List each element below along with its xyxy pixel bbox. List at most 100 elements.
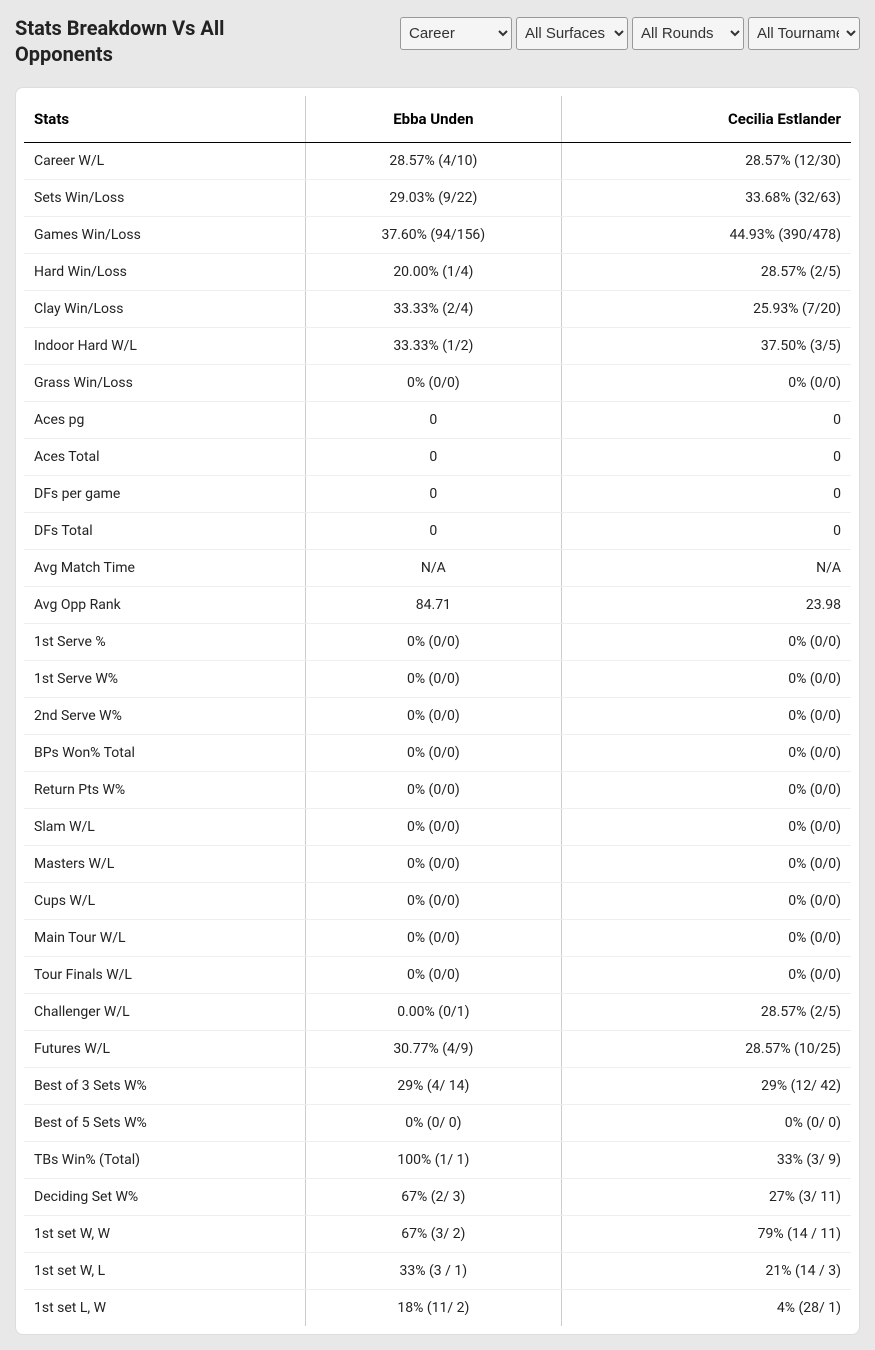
stat-value-player2: 4% (28/ 1) [562,1290,851,1327]
stat-value-player1: 33.33% (1/2) [305,328,561,365]
stat-value-player1: 67% (2/ 3) [305,1179,561,1216]
stat-label: 1st Serve W% [24,661,305,698]
table-row: Cups W/L0% (0/0)0% (0/0) [24,883,851,920]
stat-value-player2: 0% (0/0) [562,883,851,920]
stat-value-player2: 0 [562,476,851,513]
stat-value-player1: 0% (0/0) [305,772,561,809]
page-title: Stats Breakdown Vs All Opponents [15,15,315,67]
stats-table-header-row: Stats Ebba Unden Cecilia Estlander [24,96,851,143]
stat-value-player2: 0% (0/0) [562,735,851,772]
stat-value-player1: 18% (11/ 2) [305,1290,561,1327]
stat-value-player2: 25.93% (7/20) [562,291,851,328]
stat-value-player1: 84.71 [305,587,561,624]
stat-value-player1: 0 [305,402,561,439]
col-header-player1: Ebba Unden [305,96,561,143]
stat-value-player1: 0% (0/0) [305,735,561,772]
stat-label: Avg Match Time [24,550,305,587]
table-row: Tour Finals W/L0% (0/0)0% (0/0) [24,957,851,994]
table-row: Sets Win/Loss29.03% (9/22)33.68% (32/63) [24,180,851,217]
stat-value-player2: 0% (0/0) [562,698,851,735]
table-row: TBs Win% (Total)100% (1/ 1)33% (3/ 9) [24,1142,851,1179]
table-row: Hard Win/Loss20.00% (1/4)28.57% (2/5) [24,254,851,291]
stat-label: 1st Serve % [24,624,305,661]
stat-value-player2: 29% (12/ 42) [562,1068,851,1105]
stat-value-player2: 0% (0/0) [562,920,851,957]
filter-tournaments[interactable]: All Tournaments [748,17,860,50]
stat-value-player2: 0 [562,439,851,476]
stat-value-player1: 33% (3 / 1) [305,1253,561,1290]
table-row: Clay Win/Loss33.33% (2/4)25.93% (7/20) [24,291,851,328]
stat-label: Clay Win/Loss [24,291,305,328]
stat-value-player1: 0 [305,513,561,550]
stat-label: Games Win/Loss [24,217,305,254]
stat-value-player2: 28.57% (2/5) [562,994,851,1031]
stat-value-player2: N/A [562,550,851,587]
stat-label: Best of 3 Sets W% [24,1068,305,1105]
stat-value-player2: 37.50% (3/5) [562,328,851,365]
table-row: Masters W/L0% (0/0)0% (0/0) [24,846,851,883]
stat-value-player1: 29% (4/ 14) [305,1068,561,1105]
stat-value-player1: 29.03% (9/22) [305,180,561,217]
stat-value-player1: 0.00% (0/1) [305,994,561,1031]
stat-label: Aces pg [24,402,305,439]
filter-surface[interactable]: All Surfaces [516,17,628,50]
stat-value-player1: 0% (0/0) [305,698,561,735]
table-row: Grass Win/Loss0% (0/0)0% (0/0) [24,365,851,402]
table-row: BPs Won% Total0% (0/0)0% (0/0) [24,735,851,772]
stat-value-player1: 100% (1/ 1) [305,1142,561,1179]
stat-label: Main Tour W/L [24,920,305,957]
stat-label: Avg Opp Rank [24,587,305,624]
table-row: Best of 5 Sets W%0% (0/ 0)0% (0/ 0) [24,1105,851,1142]
stat-value-player2: 79% (14 / 11) [562,1216,851,1253]
stat-label: Career W/L [24,143,305,180]
stat-value-player1: 0% (0/ 0) [305,1105,561,1142]
stat-label: 2nd Serve W% [24,698,305,735]
table-row: DFs Total00 [24,513,851,550]
table-row: 1st Serve %0% (0/0)0% (0/0) [24,624,851,661]
filter-rounds[interactable]: All Rounds [632,17,744,50]
stat-value-player2: 33.68% (32/63) [562,180,851,217]
stat-label: Sets Win/Loss [24,180,305,217]
table-row: Return Pts W%0% (0/0)0% (0/0) [24,772,851,809]
stat-label: Best of 5 Sets W% [24,1105,305,1142]
stat-value-player1: 0% (0/0) [305,661,561,698]
stat-label: Hard Win/Loss [24,254,305,291]
stat-label: Futures W/L [24,1031,305,1068]
table-row: Challenger W/L0.00% (0/1)28.57% (2/5) [24,994,851,1031]
stat-label: Deciding Set W% [24,1179,305,1216]
stat-value-player1: 0% (0/0) [305,624,561,661]
stat-label: DFs per game [24,476,305,513]
table-row: Main Tour W/L0% (0/0)0% (0/0) [24,920,851,957]
table-row: 1st set L, W18% (11/ 2)4% (28/ 1) [24,1290,851,1327]
stats-table-body: Career W/L28.57% (4/10)28.57% (12/30)Set… [24,143,851,1327]
stat-value-player1: 0% (0/0) [305,920,561,957]
table-row: 1st set W, L33% (3 / 1)21% (14 / 3) [24,1253,851,1290]
table-row: Futures W/L30.77% (4/9)28.57% (10/25) [24,1031,851,1068]
stat-value-player1: 0% (0/0) [305,365,561,402]
stat-label: Slam W/L [24,809,305,846]
stat-value-player2: 28.57% (12/30) [562,143,851,180]
table-row: 1st set W, W67% (3/ 2)79% (14 / 11) [24,1216,851,1253]
col-header-player2: Cecilia Estlander [562,96,851,143]
table-row: Best of 3 Sets W%29% (4/ 14)29% (12/ 42) [24,1068,851,1105]
stat-value-player1: 0% (0/0) [305,809,561,846]
table-row: Games Win/Loss37.60% (94/156)44.93% (390… [24,217,851,254]
stat-value-player2: 21% (14 / 3) [562,1253,851,1290]
stat-value-player1: N/A [305,550,561,587]
stat-value-player1: 37.60% (94/156) [305,217,561,254]
table-row: Avg Match TimeN/AN/A [24,550,851,587]
filter-period[interactable]: Career [400,17,512,50]
stat-label: 1st set L, W [24,1290,305,1327]
stat-label: BPs Won% Total [24,735,305,772]
stat-value-player2: 33% (3/ 9) [562,1142,851,1179]
stat-value-player1: 0% (0/0) [305,846,561,883]
stat-label: 1st set W, W [24,1216,305,1253]
stat-label: Challenger W/L [24,994,305,1031]
stat-label: 1st set W, L [24,1253,305,1290]
table-row: Deciding Set W%67% (2/ 3)27% (3/ 11) [24,1179,851,1216]
stat-label: Return Pts W% [24,772,305,809]
stat-label: Aces Total [24,439,305,476]
stat-value-player1: 0% (0/0) [305,957,561,994]
stat-value-player2: 0% (0/0) [562,661,851,698]
table-row: 2nd Serve W%0% (0/0)0% (0/0) [24,698,851,735]
